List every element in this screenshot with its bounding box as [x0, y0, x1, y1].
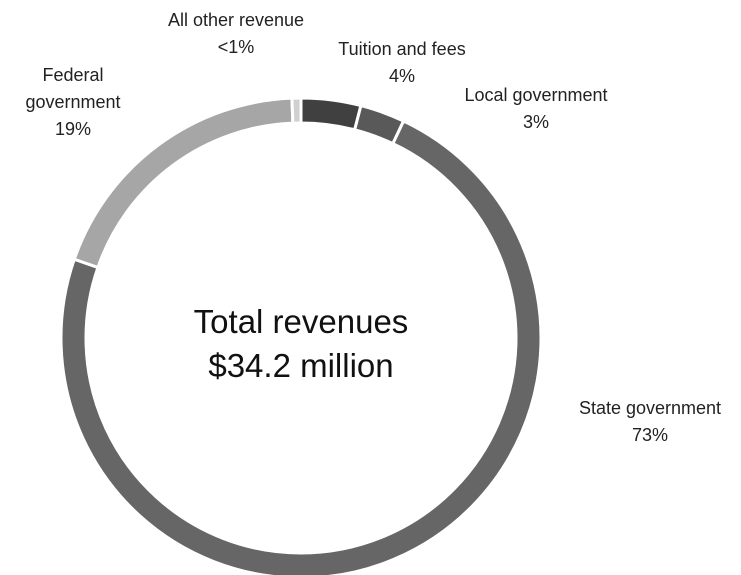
slice-label: All other revenue <1%: [168, 7, 304, 61]
center-line: Total revenues: [193, 303, 409, 340]
slice-label: Local government 3%: [464, 82, 607, 136]
slice-label: Federal government 19%: [18, 62, 128, 143]
value-label: 4%: [388, 66, 416, 86]
value-label: 3%: [522, 112, 549, 132]
slice-label: Tuition and fees 4%: [338, 36, 465, 90]
category-name: State government: [578, 398, 722, 418]
center-label: Total revenues $34.2 million: [194, 300, 409, 388]
center-line: $34.2 million: [208, 347, 394, 384]
category-name: Local government: [464, 85, 608, 105]
value-label: 19%: [54, 119, 92, 139]
category-name: Federal government: [25, 65, 121, 112]
value-label: <1%: [217, 37, 255, 57]
value-label: 73%: [631, 425, 669, 445]
donut-slice: [299, 96, 363, 132]
category-name: All other revenue: [167, 10, 305, 30]
category-name: Tuition and fees: [338, 39, 466, 59]
donut-slice: [290, 96, 303, 125]
slice-label: State government 73%: [579, 395, 721, 449]
